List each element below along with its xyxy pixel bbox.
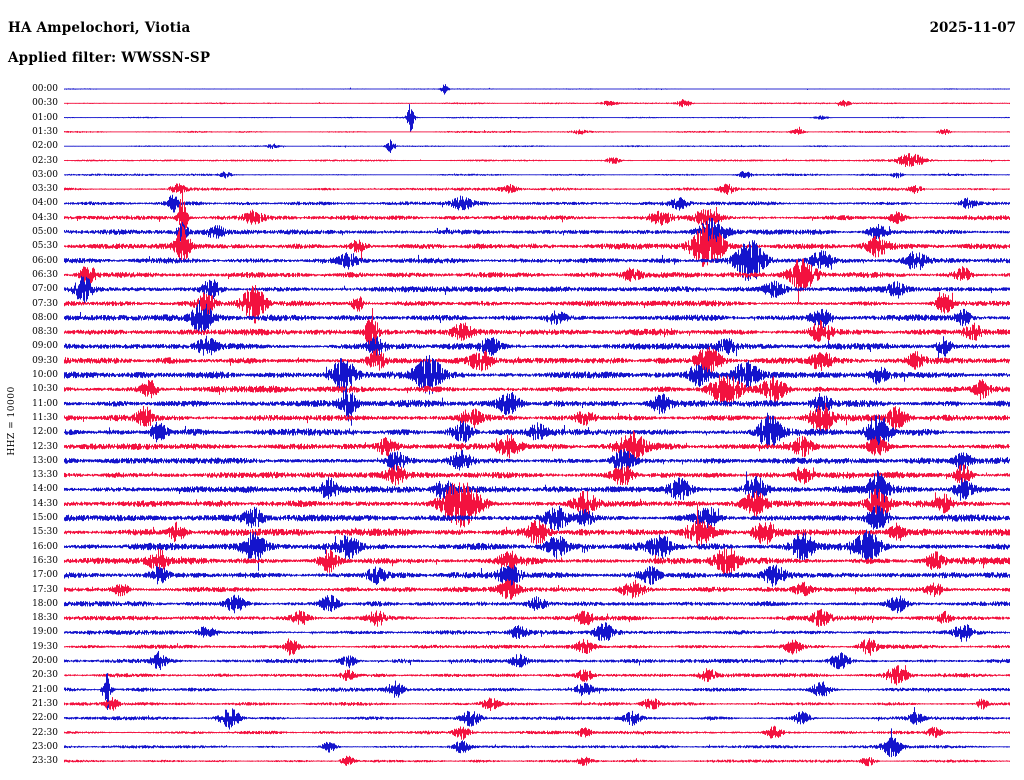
time-label: 01:00 <box>32 112 58 123</box>
time-label: 08:30 <box>32 327 58 338</box>
filter-label: Applied filter: WWSSN-SP <box>8 50 211 66</box>
time-label: 11:00 <box>32 398 58 409</box>
time-label: 09:30 <box>32 355 58 366</box>
time-label: 10:00 <box>32 370 58 380</box>
time-label: 21:00 <box>32 684 58 695</box>
time-label: 17:30 <box>32 584 58 595</box>
time-label: 03:00 <box>32 169 58 180</box>
time-label: 14:00 <box>32 484 58 495</box>
time-label: 16:30 <box>32 555 58 566</box>
time-label: 18:00 <box>32 598 58 609</box>
time-label: 09:00 <box>32 341 58 352</box>
time-label: 14:30 <box>32 498 58 509</box>
time-label: 17:00 <box>32 570 58 581</box>
time-label: 06:30 <box>32 269 58 280</box>
time-label: 02:30 <box>32 155 58 166</box>
time-label: 20:00 <box>32 656 58 666</box>
time-label: 15:00 <box>32 513 58 523</box>
time-label: 05:00 <box>32 227 58 237</box>
time-label: 13:00 <box>32 455 58 466</box>
time-label: 15:30 <box>32 527 58 538</box>
time-label: 07:30 <box>32 298 58 309</box>
time-label: 19:30 <box>32 641 58 652</box>
time-label: 23:30 <box>32 756 58 767</box>
time-label: 07:00 <box>32 284 58 295</box>
time-label: 13:30 <box>32 470 58 481</box>
time-label: 12:00 <box>32 427 58 438</box>
station-title: HA Ampelochori, Viotia <box>8 20 191 36</box>
time-label: 00:30 <box>32 98 58 109</box>
time-label: 08:00 <box>32 312 58 323</box>
time-label: 01:30 <box>32 126 58 137</box>
time-label: 06:00 <box>32 255 58 266</box>
time-label: 19:00 <box>32 627 58 638</box>
time-label: 20:30 <box>32 670 58 681</box>
time-label: 21:30 <box>32 698 58 709</box>
time-label: 22:30 <box>32 727 58 738</box>
time-label: 22:00 <box>32 713 58 724</box>
time-label: 04:00 <box>32 198 58 209</box>
time-label: 03:30 <box>32 184 58 195</box>
time-label: 00:00 <box>32 84 58 94</box>
time-label: 12:30 <box>32 441 58 452</box>
time-label: 18:30 <box>32 613 58 624</box>
time-label: 23:00 <box>32 741 58 752</box>
time-label: 11:30 <box>32 412 58 423</box>
time-label: 05:30 <box>32 241 58 252</box>
time-axis: 00:00 00:30 01:00 01:30 02:00 02:30 03:00 03:30… <box>0 82 58 780</box>
time-label: 16:00 <box>32 541 58 552</box>
time-label: 10:30 <box>32 384 58 395</box>
time-label: 04:30 <box>32 212 58 223</box>
date-label: 2025-11-07 <box>929 20 1016 36</box>
time-label: 02:00 <box>32 141 58 152</box>
seismogram-traces-canvas <box>64 82 1010 778</box>
